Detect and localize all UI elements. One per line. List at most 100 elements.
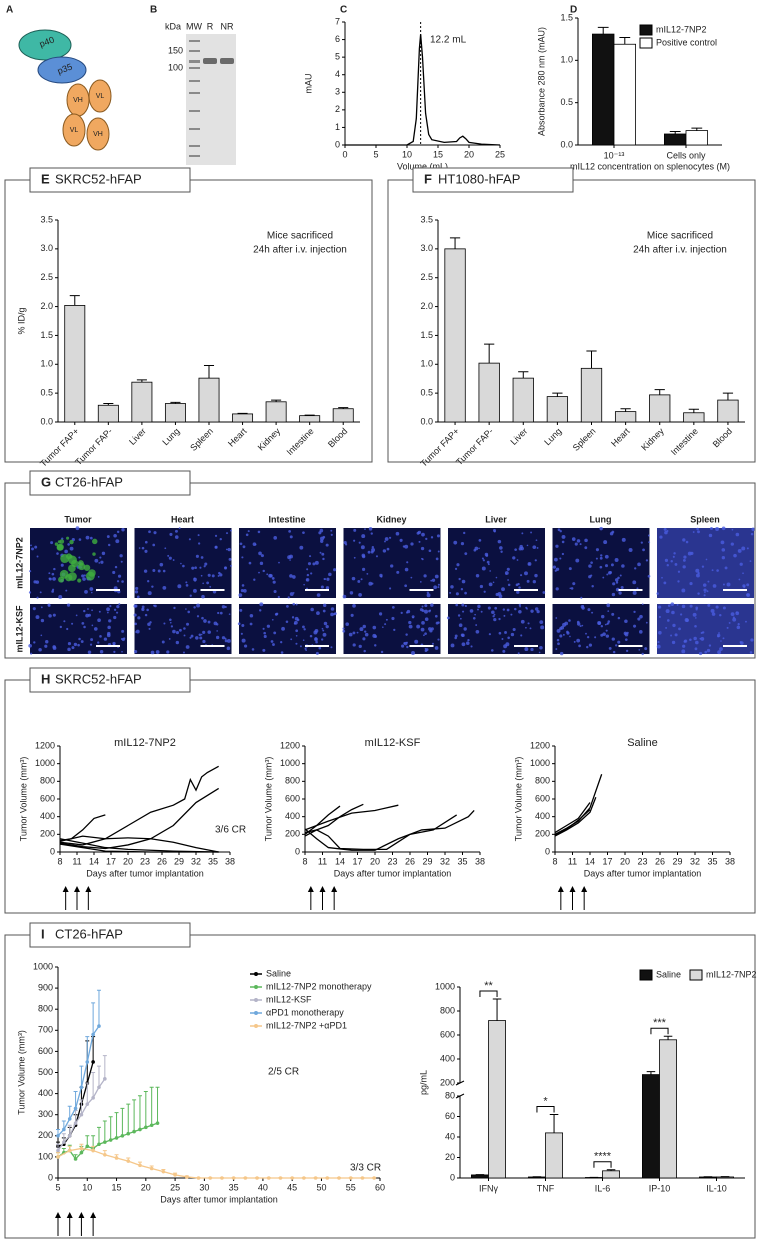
y-tick-label: 1000 [280,758,300,768]
nucleus [94,627,98,631]
nucleus [482,557,484,559]
legend-label: mIL12-7NP2 [656,24,707,34]
nucleus [482,567,486,571]
nucleus [702,631,704,633]
nucleus [466,641,470,645]
nucleus [695,617,697,619]
legend-swatch [640,25,652,35]
x-tick-label: 38 [725,856,735,866]
error-bar [132,1100,136,1132]
nucleus [644,647,647,650]
nucleus [296,635,298,637]
nucleus [357,580,360,583]
nucleus [737,626,741,630]
nucleus [202,631,205,634]
nucleus [86,536,90,540]
nucleus [519,547,522,550]
nucleus [615,578,619,582]
nucleus [158,570,161,573]
nucleus [34,546,37,549]
nucleus [487,561,490,564]
nucleus [64,550,68,554]
nucleus [52,577,56,581]
nucleus [208,574,211,577]
nucleus [420,608,423,611]
x-tick-label: 11 [72,856,81,866]
nucleus [295,629,298,632]
x-tick-label: 0 [342,149,347,159]
x-tick-label: 26 [655,856,665,866]
nucleus [56,552,59,555]
nucleus [369,527,373,531]
nucleus [331,534,333,536]
nucleus [121,630,124,633]
nucleus [361,534,365,538]
nucleus [330,613,334,617]
nucleus [598,622,601,625]
nucleus [201,556,204,559]
micrograph [657,528,754,598]
nucleus [492,615,494,617]
nucleus [451,644,455,648]
error-bar [97,990,101,1026]
nucleus [562,541,565,544]
nucleus [488,563,490,565]
data-point [85,1102,89,1106]
nucleus [81,640,84,643]
nucleus [703,589,706,592]
legend-label: Positive control [656,37,717,47]
nucleus [584,546,587,549]
nucleus [542,591,545,594]
nucleus [391,617,394,620]
nucleus [112,571,115,574]
nucleus [324,622,328,626]
nucleus [555,648,557,650]
error-bar [647,1072,656,1075]
nucleus [295,617,299,621]
nucleus [289,555,293,559]
nucleus [29,591,31,593]
nucleus [390,564,393,567]
panel-title: SKRC52-hFAP [55,671,142,686]
data-point [103,1153,107,1157]
nucleus [83,610,85,612]
nucleus [572,582,575,585]
nucleus [713,584,717,588]
bar [98,405,118,422]
nucleus [273,631,276,634]
nucleus [709,644,711,646]
panel-label: E [41,171,50,186]
y-tick-label: 400 [40,811,55,821]
nucleus [185,608,187,610]
nucleus [659,535,662,538]
nucleus [596,548,599,551]
nucleus [462,611,464,613]
nucleus [421,547,424,550]
nucleus [607,610,609,612]
error-bar [493,999,502,1021]
nucleus [88,614,91,617]
nucleus [637,563,641,567]
nucleus [461,542,464,545]
nucleus [675,563,678,566]
nucleus [500,551,502,553]
y-tick-label: 600 [535,793,550,803]
nucleus [307,574,309,576]
nucleus [107,634,111,638]
nucleus [518,586,520,588]
nucleus [194,580,196,582]
x-tick-label: 29 [174,856,184,866]
nucleus [323,604,326,607]
legend-swatch [254,998,258,1002]
nucleus [243,545,246,548]
nucleus [385,537,389,541]
nucleus [493,581,495,583]
nucleus [590,561,593,564]
error-bar [156,1087,160,1123]
nucleus [424,632,427,635]
nucleus [693,637,696,640]
panel-label: A [6,5,13,16]
nucleus [286,605,289,608]
y-axis-label: pg/mL [418,1070,428,1095]
